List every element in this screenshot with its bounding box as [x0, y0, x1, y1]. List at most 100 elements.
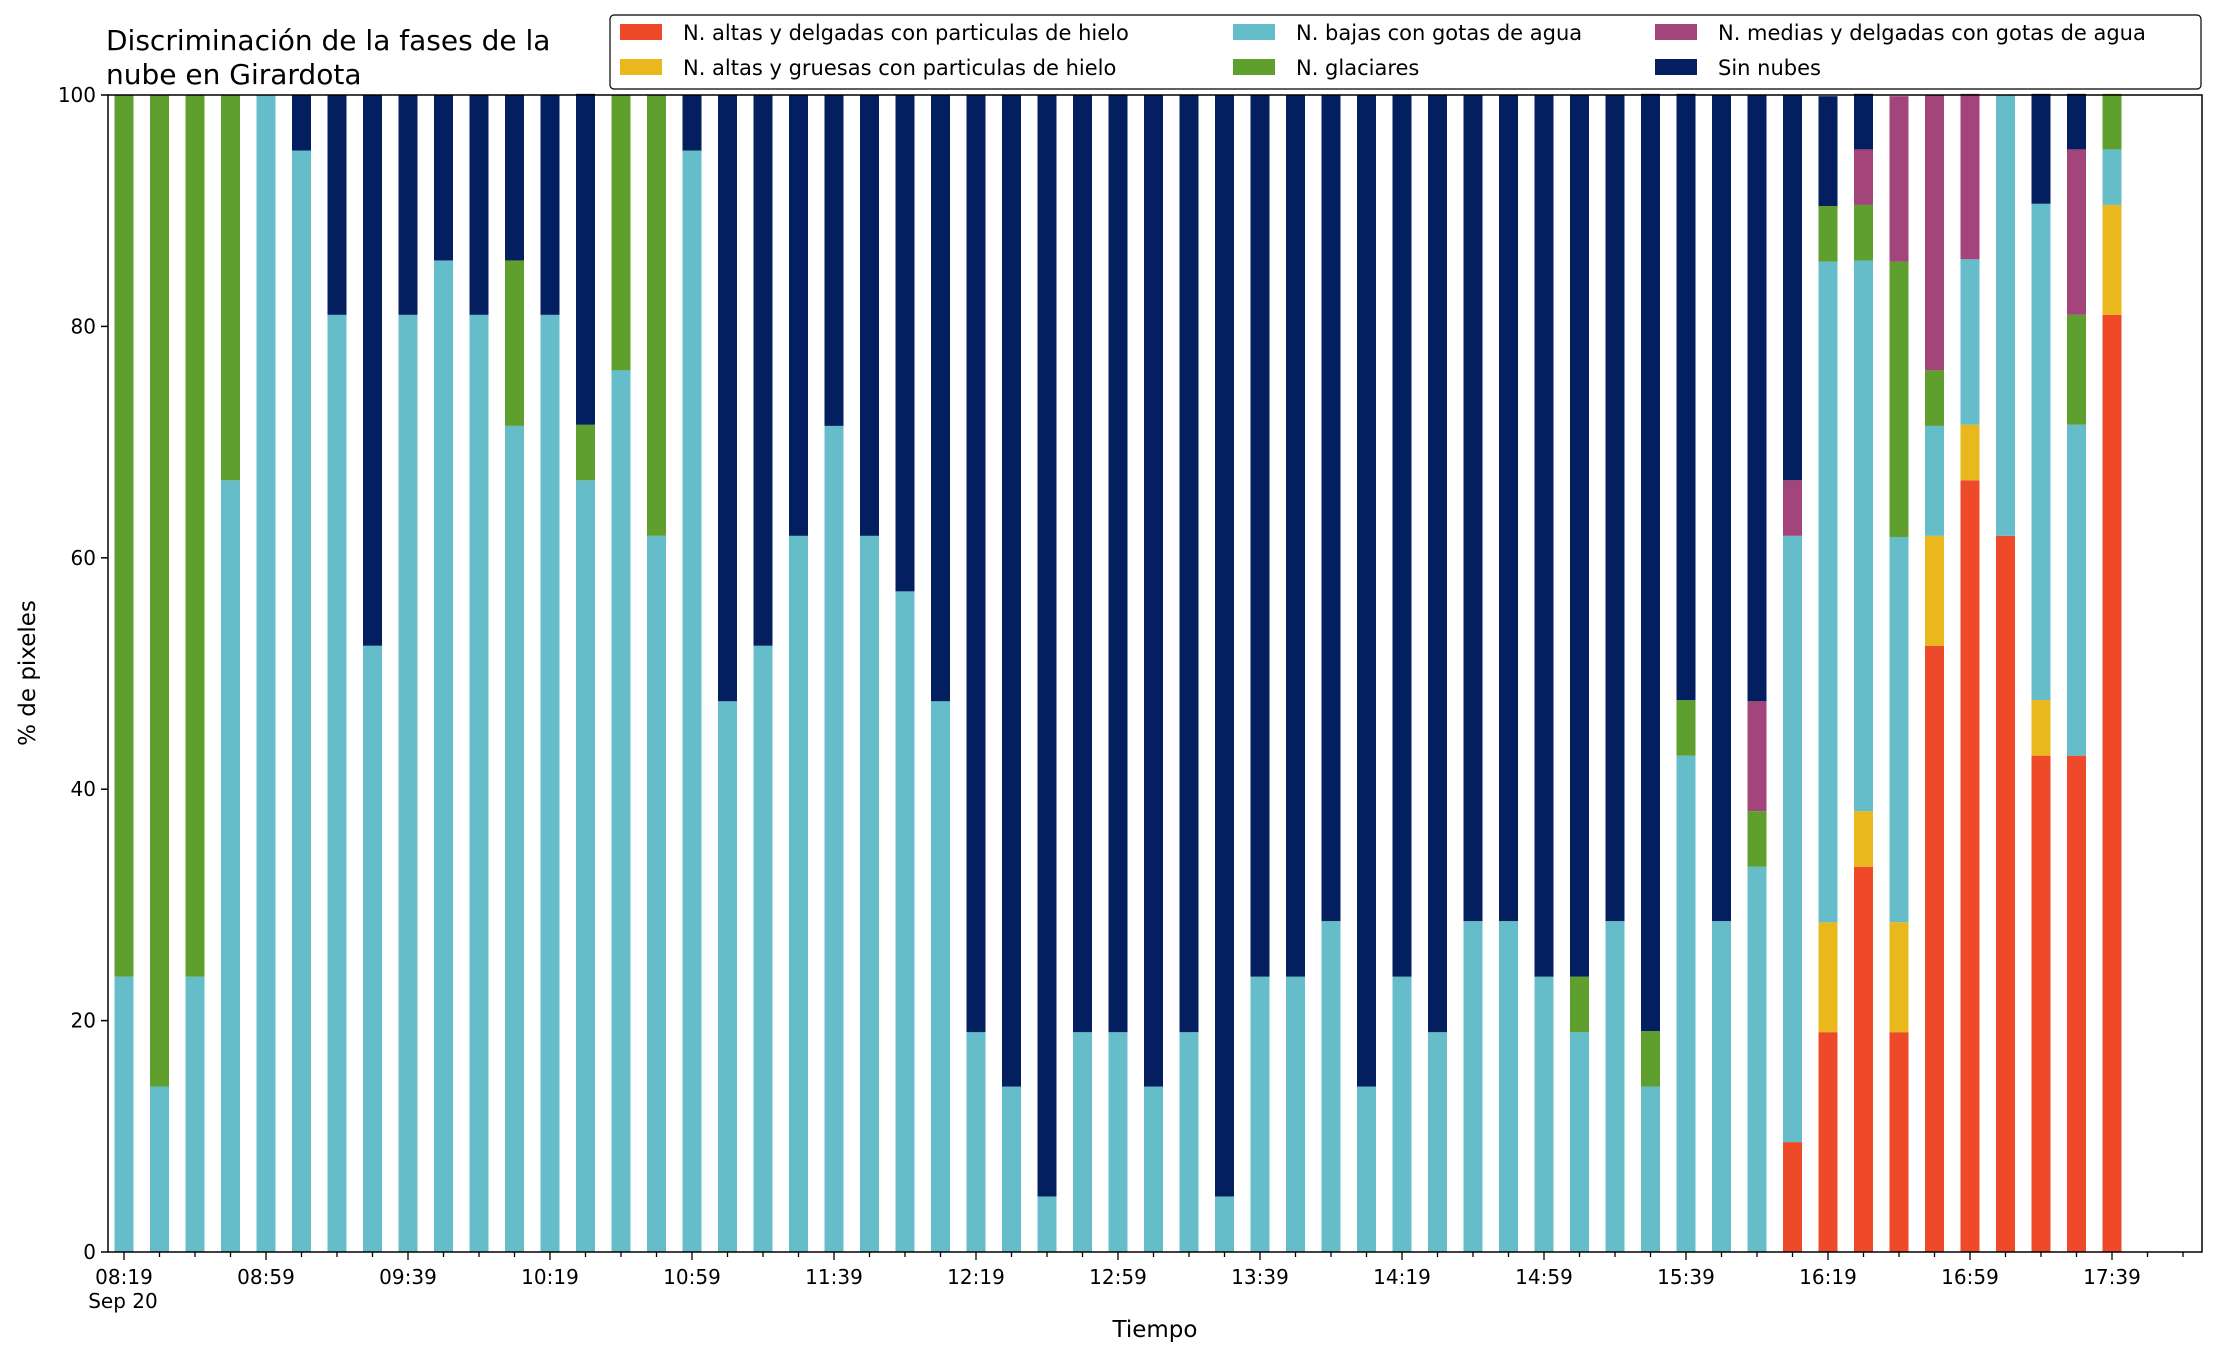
bar-segment: [647, 535, 666, 1252]
x-tick-label: 12:19: [947, 1265, 1005, 1289]
x-axis: 08:19 08:59 09:39 10:19 10:59 11:39 12:19 12:59…: [95, 1252, 2184, 1289]
bar-segment: [1854, 149, 1873, 205]
bar-segment: [1605, 95, 1625, 922]
x-tick-label: 13:39: [1231, 1265, 1289, 1289]
bar-segment: [718, 95, 737, 702]
x-tick-label: 17:39: [2083, 1265, 2141, 1289]
bar-segment: [789, 535, 808, 1252]
bar-segment: [1499, 921, 1518, 1252]
x-tick-label: 15:39: [1657, 1265, 1715, 1289]
bar-segment: [540, 95, 560, 315]
chart-title-line-1: Discriminación de la fases de la: [106, 24, 550, 57]
bar-segment: [1144, 95, 1163, 1087]
bar-segment: [1676, 700, 1696, 756]
legend: N. altas y delgadas con particulas de hi…: [609, 14, 2202, 90]
bar-segment: [1889, 1032, 1909, 1252]
bar-segment: [611, 95, 631, 371]
bar-segment: [398, 314, 418, 1253]
plot-frame: [107, 94, 2203, 1253]
bar-segment: [1357, 1086, 1376, 1252]
bar-segment: [2102, 204, 2122, 315]
bar-segment: [1854, 811, 1873, 867]
bar-segment: [1108, 1032, 1128, 1252]
bar-segment: [824, 95, 844, 426]
bar-segment: [1037, 1196, 1057, 1252]
bar-segment: [292, 150, 311, 1252]
bar-segment: [1783, 480, 1802, 536]
bar-segment: [1286, 95, 1305, 977]
x-tick-label: 14:19: [1373, 1265, 1431, 1289]
legend-label: N. glaciares: [1296, 56, 1419, 80]
bar-segment: [1179, 1032, 1199, 1252]
bar-segment: [505, 260, 524, 426]
bar-segment: [221, 95, 240, 481]
bar-segment: [718, 701, 737, 1252]
bar-segment: [753, 645, 773, 1252]
y-axis: 0 20 40 60 80 100: [58, 83, 108, 1264]
bar-segment: [1676, 93, 1696, 701]
bar-segment: [1605, 921, 1625, 1252]
bar-segment: [966, 95, 986, 1033]
bar-segment: [505, 95, 524, 261]
x-tick-label: 10:19: [521, 1265, 579, 1289]
bar-segment: [505, 425, 524, 1252]
bar-segment: [1925, 425, 1944, 536]
bar-segment: [2067, 93, 2086, 150]
bar-segment: [1960, 93, 1980, 260]
bar-segment: [1818, 1032, 1838, 1252]
legend-swatch: [1655, 24, 1697, 40]
bar-segment: [1854, 93, 1873, 150]
y-tick-label: 0: [83, 1240, 96, 1264]
bar-segment: [363, 95, 382, 646]
legend-label: N. altas y delgadas con particulas de hi…: [683, 21, 1129, 45]
x-axis-date-label: Sep 20: [88, 1289, 158, 1313]
bar-segment: [1818, 206, 1838, 262]
bar-segment: [398, 95, 418, 315]
bar-segment: [1818, 261, 1838, 923]
bar-segment: [1641, 93, 1660, 1032]
legend-box: [609, 14, 2202, 90]
bar-segment: [1676, 755, 1696, 1252]
bar-segment: [2067, 424, 2086, 756]
x-tick-label: 10:59: [663, 1265, 721, 1289]
bar-segment: [1854, 866, 1873, 1252]
bar-segment: [1428, 1032, 1447, 1252]
bar-segment: [1747, 95, 1767, 702]
bar-segment: [434, 95, 453, 261]
legend-swatch: [1233, 24, 1275, 40]
bar-segment: [611, 370, 631, 1252]
bar-segment: [1712, 95, 1731, 922]
bar-segment: [860, 535, 879, 1252]
bar-segment: [682, 95, 702, 151]
x-tick-label: 08:59: [237, 1265, 295, 1289]
x-tick-label: 16:59: [1941, 1265, 1999, 1289]
x-tick-label: 09:39: [379, 1265, 437, 1289]
bar-segment: [363, 645, 382, 1252]
bar-segment: [1960, 424, 1980, 481]
bar-segment: [1783, 535, 1802, 1143]
bar-segment: [1321, 95, 1341, 922]
bar-segment: [1996, 95, 2015, 536]
bar-segment: [1321, 921, 1341, 1252]
bar-segment: [1712, 921, 1731, 1252]
bar-segment: [185, 976, 205, 1252]
bar-segment: [1783, 95, 1802, 481]
bar-segment: [114, 95, 134, 977]
legend-label: Sin nubes: [1718, 56, 1821, 80]
bar-segment: [1144, 1086, 1163, 1252]
bar-segment: [1854, 260, 1873, 812]
bar-segment: [576, 480, 595, 1252]
bar-segment: [753, 95, 773, 646]
bar-segment: [2031, 700, 2051, 756]
chart-title-line-2: nube en Girardota: [106, 58, 361, 91]
bar-segment: [1534, 95, 1554, 977]
bar-segment: [1818, 96, 1838, 207]
bar-segment: [1463, 95, 1483, 922]
y-tick-label: 40: [71, 777, 96, 801]
bar-segment: [1570, 1032, 1589, 1252]
bar-segment: [1179, 95, 1199, 1033]
bar-segment: [469, 314, 489, 1253]
y-tick-label: 20: [71, 1009, 96, 1033]
bar-segment: [2102, 93, 2122, 150]
